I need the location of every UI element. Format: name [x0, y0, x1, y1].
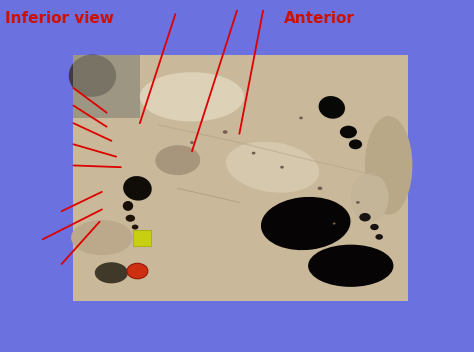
Ellipse shape: [261, 197, 350, 250]
Text: Inferior view: Inferior view: [5, 11, 114, 26]
Circle shape: [223, 130, 228, 134]
Ellipse shape: [123, 176, 152, 201]
Circle shape: [333, 222, 336, 225]
Circle shape: [318, 187, 322, 190]
Bar: [133, 230, 151, 246]
Circle shape: [126, 215, 135, 222]
Text: Anterior: Anterior: [284, 11, 356, 26]
Circle shape: [252, 152, 255, 155]
Circle shape: [349, 139, 362, 149]
Circle shape: [375, 234, 383, 240]
Ellipse shape: [155, 145, 200, 175]
Bar: [73, 55, 408, 301]
Ellipse shape: [351, 173, 389, 222]
Ellipse shape: [319, 96, 345, 119]
Circle shape: [127, 263, 148, 279]
Circle shape: [356, 201, 360, 204]
Circle shape: [340, 126, 357, 138]
Ellipse shape: [365, 116, 412, 215]
Ellipse shape: [308, 245, 393, 287]
Circle shape: [190, 141, 194, 144]
Ellipse shape: [140, 72, 244, 121]
Circle shape: [359, 213, 371, 221]
Ellipse shape: [95, 262, 128, 283]
Circle shape: [132, 225, 138, 230]
Circle shape: [299, 117, 303, 119]
Ellipse shape: [123, 201, 133, 211]
Ellipse shape: [226, 142, 319, 193]
Bar: [73, 55, 140, 118]
Circle shape: [370, 224, 379, 230]
Ellipse shape: [71, 220, 133, 255]
Circle shape: [280, 166, 284, 169]
Ellipse shape: [69, 55, 116, 97]
